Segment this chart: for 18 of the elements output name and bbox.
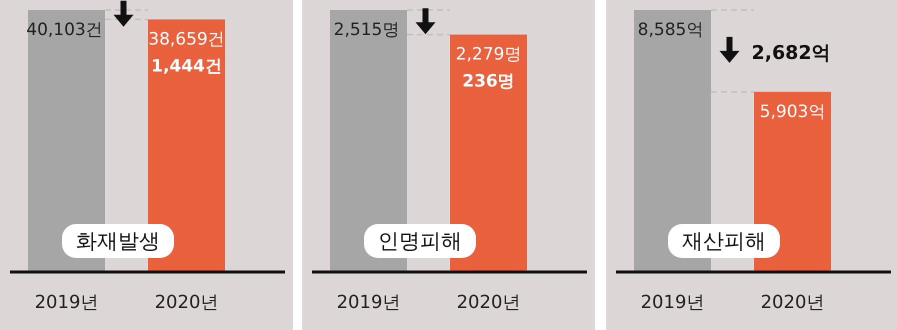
text: 재산피해 (682, 229, 766, 253)
x-tick-label: 2020년 (760, 292, 824, 313)
data-label: 2,515명 (334, 20, 400, 40)
annotation: 2,682억 (752, 42, 831, 64)
annotation: 1,444건 (151, 56, 222, 76)
x-tick-label: 2020년 (456, 292, 520, 313)
data-label: 5,903억 (760, 102, 826, 122)
data-label: 40,103건 (26, 20, 103, 40)
x-tick-label: 2019년 (640, 292, 704, 313)
data-label: 2,279명 (456, 44, 522, 65)
text: 화재발생 (76, 229, 160, 253)
x-tick-label: 2019년 (336, 292, 400, 313)
x-tick-label: 2020년 (154, 292, 218, 313)
data-label: 8,585억 (638, 20, 704, 40)
text: 인명피해 (378, 229, 462, 253)
data-label: 38,659건 (148, 29, 225, 50)
annotation: 236명 (462, 72, 515, 92)
x-tick-label: 2019년 (34, 292, 98, 313)
